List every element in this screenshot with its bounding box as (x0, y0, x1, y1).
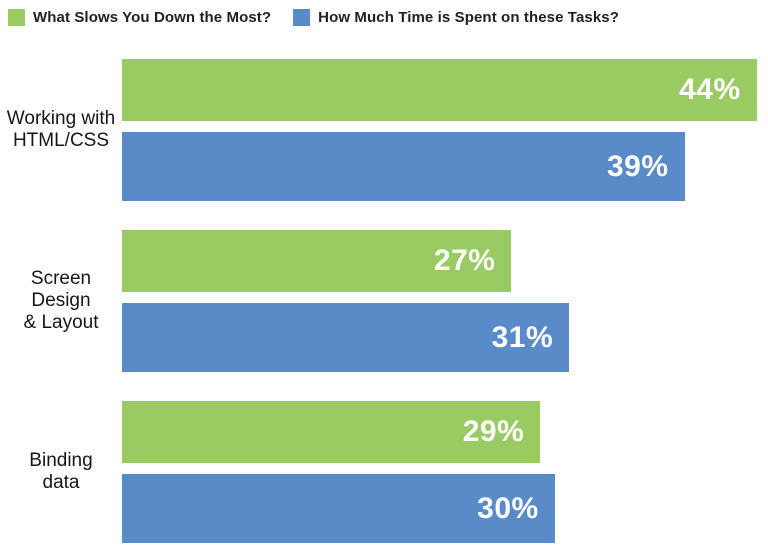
bar-value-label: 29% (462, 415, 525, 448)
bar-value-label: 39% (607, 149, 669, 183)
bar-series-1: 31% (122, 303, 570, 372)
legend-swatch-green-icon (8, 9, 25, 26)
legend-swatch-blue-icon (293, 9, 311, 26)
bar-value-label: 44% (679, 73, 741, 106)
bar-track: 29% 30% (122, 401, 761, 543)
bar-series-0: 44% (122, 59, 757, 121)
category-label-line: Binding (29, 450, 93, 471)
bar-value-label: 30% (477, 491, 539, 525)
category-label: Screen Design & Layout (0, 230, 122, 372)
chart-groups: Working with HTML/CSS 44% 39% Screen Design & … (0, 59, 768, 543)
category-group: Binding data 29% 30% (0, 401, 768, 543)
bar-series-1: 30% (122, 474, 555, 543)
category-label-line: HTML/CSS (12, 130, 110, 151)
legend-item-series-1: How Much Time is Spent on these Tasks? (293, 9, 619, 26)
legend-item-series-0: What Slows You Down the Most? (8, 9, 271, 26)
chart-legend: What Slows You Down the Most? How Much T… (0, 0, 768, 26)
legend-label-series-1: How Much Time is Spent on these Tasks? (318, 9, 619, 26)
category-label-line: Working with (6, 108, 116, 129)
category-label-line: & Layout (23, 312, 99, 333)
category-label: Working with HTML/CSS (0, 59, 122, 201)
bar-series-0: 27% (122, 230, 512, 292)
bar-value-label: 27% (433, 244, 496, 277)
bar-value-label: 31% (491, 320, 554, 354)
bar-track: 27% 31% (122, 230, 761, 372)
legend-label-series-0: What Slows You Down the Most? (33, 9, 272, 26)
bar-track: 44% 39% (122, 59, 761, 201)
category-label-line: Screen (30, 268, 92, 289)
category-group: Screen Design & Layout 27% 31% (0, 230, 768, 372)
category-label-line: data (42, 472, 80, 493)
category-label-line: Design (31, 290, 91, 311)
category-group: Working with HTML/CSS 44% 39% (0, 59, 768, 201)
bar-series-0: 29% (122, 401, 541, 463)
category-label: Binding data (0, 401, 122, 543)
bar-series-1: 39% (122, 132, 685, 201)
